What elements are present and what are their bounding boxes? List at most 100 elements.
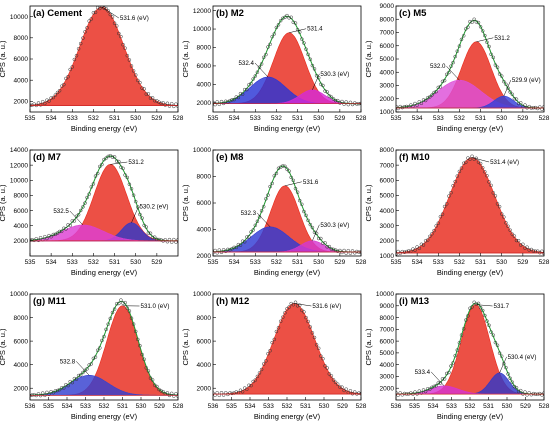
raw-data-point: [255, 374, 260, 379]
raw-data-point: [474, 302, 479, 306]
peak-annotation: 531.2: [494, 35, 510, 42]
x-tick-label: 535: [208, 115, 219, 122]
raw-data-point: [150, 378, 155, 382]
raw-data-point: [413, 101, 417, 106]
y-tick-label: 6000: [14, 56, 29, 63]
raw-data-point: [261, 362, 266, 366]
xps-chart-svg: 535 534 533 532 531 530 529 528 2000 4000 6000 8000…: [181, 5, 367, 133]
raw-data-point: [428, 95, 432, 99]
raw-data-point: [323, 241, 327, 245]
raw-data-point: [333, 380, 338, 385]
plot-frame: [212, 5, 362, 113]
raw-data-point: [335, 249, 340, 254]
raw-data-point: [409, 391, 413, 395]
raw-data-point: [221, 393, 226, 397]
raw-data-point: [78, 208, 83, 213]
raw-data-point: [440, 212, 445, 216]
x-tick-label: 529: [520, 403, 531, 410]
raw-data-point: [95, 348, 100, 353]
raw-data-point: [516, 389, 521, 394]
raw-data-point: [236, 242, 241, 247]
raw-data-point: [91, 182, 96, 186]
raw-data-point: [161, 101, 165, 105]
raw-data-point: [127, 309, 132, 313]
raw-data-point: [527, 248, 531, 252]
raw-data-point: [419, 391, 424, 395]
raw-data-point: [480, 29, 485, 33]
raw-data-point: [78, 41, 83, 46]
raw-data-point: [49, 234, 53, 239]
raw-data-point: [57, 229, 62, 234]
raw-data-point: [83, 201, 87, 205]
peak-leader-line: [101, 6, 120, 19]
y-tick-label: 14000: [10, 147, 28, 154]
raw-data-point: [121, 301, 125, 305]
y-tick-label: 4000: [197, 82, 212, 89]
x-tick-label: 529: [151, 115, 162, 122]
raw-data-point: [74, 53, 79, 58]
peak-annotation: 532.0: [430, 63, 446, 70]
x-tick-label: 536: [391, 403, 402, 410]
raw-data-point: [289, 15, 293, 20]
raw-data-point: [261, 204, 266, 209]
raw-data-point: [259, 209, 264, 213]
raw-data-point: [213, 391, 215, 395]
raw-data-point: [117, 31, 121, 36]
raw-data-point: [123, 46, 127, 50]
raw-data-point: [249, 383, 253, 388]
x-tick-label: 534: [229, 259, 240, 266]
y-axis-label: CPS (a. u.): [181, 40, 190, 78]
x-tick-label: 528: [539, 115, 550, 122]
raw-data-point: [425, 96, 430, 100]
raw-data-point: [219, 99, 224, 104]
raw-data-point: [502, 215, 506, 219]
x-tick-label: 534: [46, 259, 57, 266]
x-tick-label: 531: [292, 259, 303, 266]
raw-data-point: [459, 166, 464, 170]
y-tick-label: 6000: [197, 63, 212, 70]
raw-data-point: [453, 54, 457, 59]
raw-data-point: [131, 193, 136, 197]
raw-data-point: [152, 98, 157, 103]
y-tick-label: 6000: [380, 338, 395, 345]
raw-data-point: [352, 101, 357, 105]
peak-annotation: 532.8: [60, 358, 76, 365]
raw-data-point: [47, 392, 51, 397]
raw-data-point: [432, 384, 436, 389]
raw-data-point: [491, 333, 496, 337]
raw-data-point: [55, 90, 60, 95]
fitted-envelope-line: [30, 300, 178, 396]
raw-data-point: [89, 362, 94, 366]
raw-data-point: [32, 392, 36, 397]
peak-annotation: 531.0 (eV): [141, 303, 170, 310]
raw-data-point: [213, 250, 215, 255]
y-tick-label: 6000: [197, 200, 212, 207]
raw-data-point: [43, 101, 47, 106]
raw-data-point: [102, 334, 106, 339]
panel-label: (a) Cement: [33, 8, 83, 19]
y-tick-label: 5000: [380, 350, 395, 357]
raw-data-point: [121, 166, 125, 171]
raw-data-point: [98, 164, 102, 169]
xps-panel: 536 535 534 533 532 531 530 529 528 2000 3000 4000 5…: [364, 288, 550, 432]
raw-data-point: [104, 327, 108, 332]
raw-data-point: [442, 204, 447, 209]
x-tick-label: 535: [43, 403, 54, 410]
raw-data-point: [396, 104, 398, 109]
raw-data-point: [283, 164, 287, 169]
y-tick-label: 2000: [197, 100, 212, 107]
raw-data-point: [121, 42, 125, 47]
raw-data-point: [70, 219, 75, 223]
raw-data-point: [242, 240, 247, 244]
raw-data-point: [444, 72, 449, 77]
raw-data-point: [274, 25, 279, 30]
raw-data-point: [268, 348, 272, 353]
y-tick-label: 2000: [197, 385, 212, 392]
raw-data-point: [489, 52, 493, 57]
raw-data-point: [138, 343, 142, 348]
x-tick-label: 534: [62, 403, 73, 410]
x-axis-label: Binding energy (eV): [254, 268, 321, 277]
raw-data-point: [285, 307, 289, 311]
x-tick-label: 533: [67, 259, 78, 266]
peak-leader-line: [254, 62, 269, 78]
